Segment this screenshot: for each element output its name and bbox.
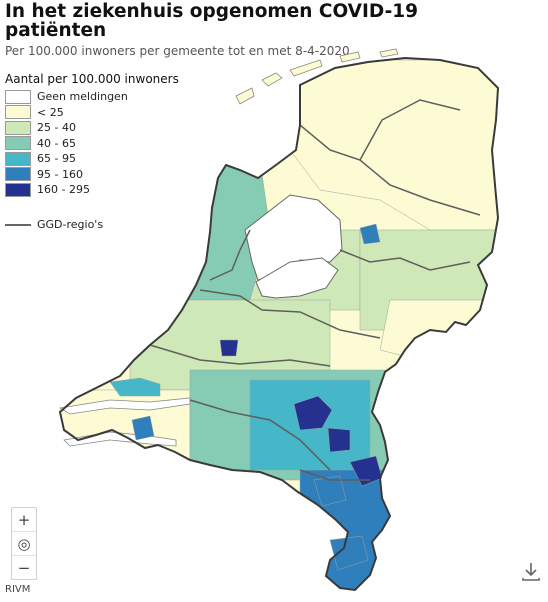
region-boundary-line-icon xyxy=(5,223,31,226)
markermeer xyxy=(255,257,339,299)
ggd-boundary xyxy=(299,469,370,481)
municipality-hotspot[interactable] xyxy=(359,223,381,245)
island-schiermonnikoog xyxy=(379,48,399,58)
legend-label: 95 - 160 xyxy=(37,167,83,181)
legend-swatch xyxy=(5,120,31,135)
island-ameland xyxy=(339,51,361,63)
ggd-boundary xyxy=(149,344,331,367)
ggd-boundary xyxy=(209,229,251,281)
island-vlieland xyxy=(261,72,283,87)
municipality-hotspot[interactable] xyxy=(313,475,347,507)
zoom-control: + ◎ − xyxy=(11,507,37,580)
map-legend: Aantal per 100.000 inwoners Geen melding… xyxy=(5,72,179,198)
ggd-boundary xyxy=(199,289,381,339)
reset-view-button[interactable]: ◎ xyxy=(12,531,36,555)
region-north[interactable] xyxy=(289,59,500,231)
legend-item-160-295: 160 - 295 xyxy=(5,182,179,198)
municipality-hotspots xyxy=(109,223,383,571)
municipality-hotspot[interactable] xyxy=(293,395,333,431)
region-legend-label: GGD-regio's xyxy=(37,218,104,231)
legend-label: Geen meldingen xyxy=(37,90,128,104)
legend-label: < 25 xyxy=(37,105,64,119)
legend-item-none: Geen meldingen xyxy=(5,89,179,105)
wadden-islands xyxy=(235,48,399,105)
download-icon[interactable] xyxy=(520,560,542,582)
region-legend: GGD-regio's xyxy=(5,218,103,231)
oosterschelde xyxy=(58,397,191,415)
island-terschelling xyxy=(289,59,323,77)
municipality-hotspot[interactable] xyxy=(329,535,369,571)
island-texel xyxy=(235,87,255,105)
municipality-hotspot[interactable] xyxy=(327,427,351,453)
ggd-boundary xyxy=(359,99,461,161)
legend-swatch xyxy=(5,105,31,120)
zoom-in-button[interactable]: + xyxy=(17,510,31,529)
legend-swatch xyxy=(5,182,31,197)
ggd-boundary xyxy=(339,249,471,271)
page-title: In het ziekenhuis opgenomen COVID-19 pat… xyxy=(5,1,418,41)
legend-swatch xyxy=(5,151,31,166)
municipality-hotspot[interactable] xyxy=(349,455,383,487)
legend-label: 25 - 40 xyxy=(37,121,76,135)
legend-item-40-65: 40 - 65 xyxy=(5,136,179,152)
legend-item-25-40: 25 - 40 xyxy=(5,120,179,136)
legend-swatch xyxy=(5,167,31,182)
municipality-hotspot[interactable] xyxy=(109,377,161,397)
zoom-out-button[interactable]: − xyxy=(12,555,36,579)
legend-label: 65 - 95 xyxy=(37,152,76,166)
legend-title: Aantal per 100.000 inwoners xyxy=(5,72,179,86)
legend-item-95-160: 95 - 160 xyxy=(5,167,179,183)
legend-label: 40 - 65 xyxy=(37,136,76,150)
ggd-boundary xyxy=(299,124,481,216)
source-label: RIVM xyxy=(5,584,31,595)
legend-item-lt25: < 25 xyxy=(5,105,179,121)
municipality-hotspot[interactable] xyxy=(219,339,239,357)
region-limburg[interactable] xyxy=(299,469,401,600)
legend-swatch xyxy=(5,136,31,151)
ggd-region-boundaries xyxy=(149,99,481,481)
legend-item-65-95: 65 - 95 xyxy=(5,151,179,167)
legend-label: 160 - 295 xyxy=(37,183,90,197)
page-subtitle: Per 100.000 inwoners per gemeente tot en… xyxy=(5,44,350,58)
legend-swatch xyxy=(5,89,31,104)
ggd-boundary xyxy=(189,399,331,471)
region-achterhoek[interactable] xyxy=(379,299,500,361)
municipality-hotspot[interactable] xyxy=(131,415,155,441)
